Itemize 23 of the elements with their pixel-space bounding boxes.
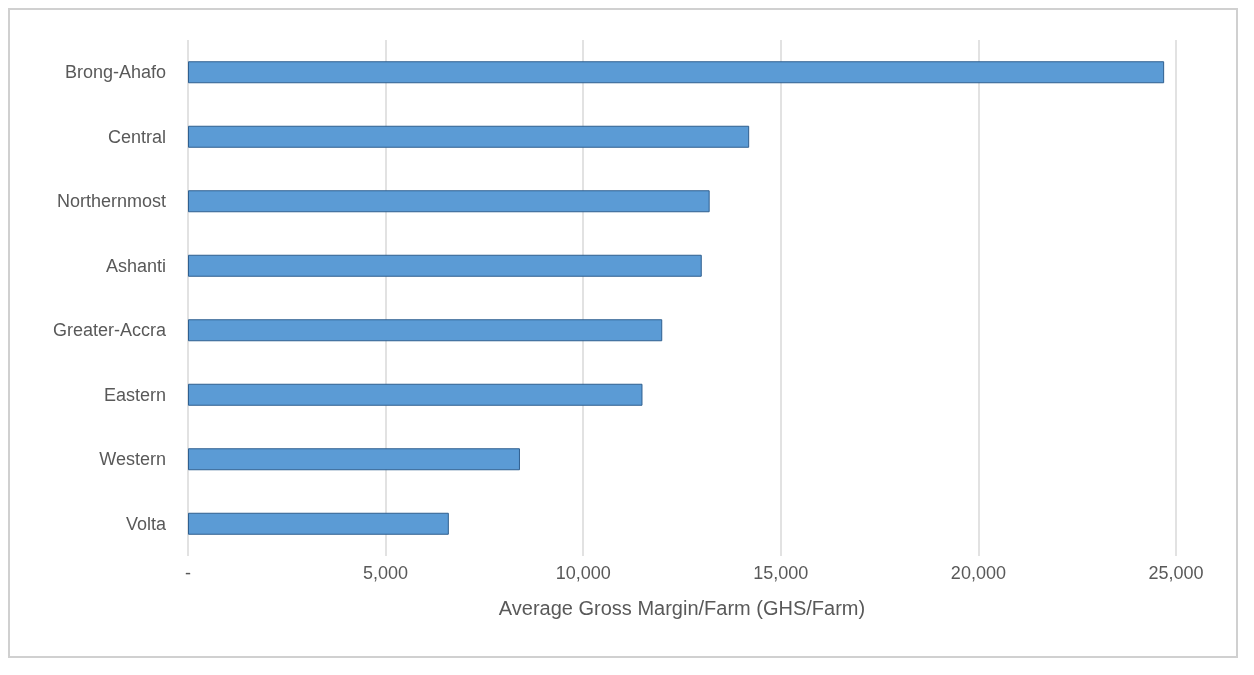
y-tick-label: Ashanti — [105, 255, 166, 276]
x-tick-label: 15,000 — [753, 563, 809, 583]
bar — [188, 448, 520, 471]
bar — [188, 61, 1165, 84]
y-tick-label: Volta — [125, 513, 167, 534]
x-axis-title: Average Gross Margin/Farm (GHS/Farm) — [498, 597, 866, 619]
y-tick-label: Greater-Accra — [52, 320, 167, 341]
bar — [188, 125, 750, 148]
bar — [188, 190, 710, 213]
bar — [188, 319, 663, 342]
x-tick-label: 5,000 — [363, 563, 409, 583]
bar — [188, 383, 643, 406]
y-tick-label: Northernmost — [56, 191, 166, 212]
x-tick-label: 10,000 — [555, 563, 611, 583]
bar — [188, 512, 449, 535]
y-tick-label: Brong-Ahafo — [64, 62, 166, 83]
y-tick-label: Central — [107, 126, 166, 147]
bar — [188, 254, 702, 277]
x-tick-label: 20,000 — [950, 563, 1006, 583]
x-tick-label: 25,000 — [1148, 563, 1204, 583]
y-tick-label: Western — [99, 449, 166, 470]
x-tick-label: - — [185, 563, 191, 583]
y-tick-label: Eastern — [103, 384, 166, 405]
